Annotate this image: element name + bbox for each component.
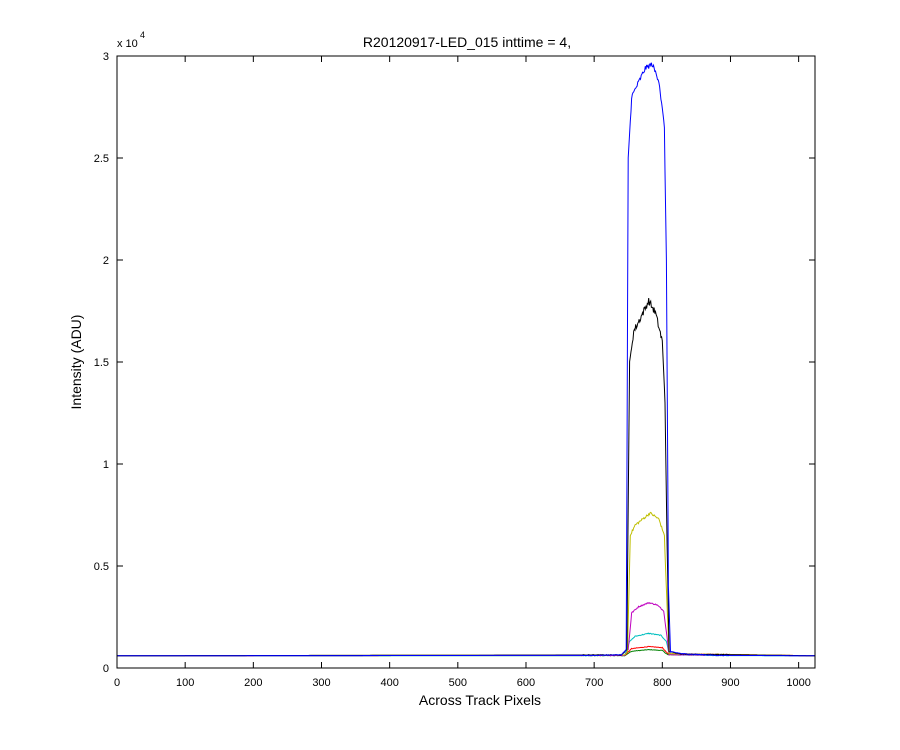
y-tick-label-2: 1 bbox=[103, 459, 109, 471]
y-axis-label: Intensity (ADU) bbox=[68, 315, 84, 410]
x-axis-label: Across Track Pixels bbox=[419, 692, 541, 708]
x-tick-label-0: 0 bbox=[114, 677, 120, 689]
y-tick-label-0: 0 bbox=[103, 663, 109, 675]
x-tick-label-3: 300 bbox=[312, 677, 330, 689]
x-tick-label-10: 1000 bbox=[786, 677, 810, 689]
x-tick-label-1: 100 bbox=[176, 677, 194, 689]
series-line-0 bbox=[117, 62, 815, 657]
y-tick-label-4: 2 bbox=[103, 255, 109, 267]
x-tick-label-2: 200 bbox=[244, 677, 262, 689]
x-tick-label-5: 500 bbox=[449, 677, 467, 689]
chart-title: R20120917-LED_015 inttime = 4, bbox=[363, 34, 571, 50]
x-tick-label-8: 800 bbox=[653, 677, 671, 689]
y-multiplier-label: x 10 bbox=[117, 38, 138, 50]
y-tick-label-6: 3 bbox=[103, 51, 109, 63]
x-tick-label-6: 600 bbox=[517, 677, 535, 689]
y-multiplier-exponent: 4 bbox=[140, 30, 145, 40]
y-tick-label-5: 2.5 bbox=[94, 153, 109, 165]
y-tick-label-3: 1.5 bbox=[94, 357, 109, 369]
x-tick-label-9: 900 bbox=[721, 677, 739, 689]
y-tick-label-1: 0.5 bbox=[94, 561, 109, 573]
x-tick-label-7: 700 bbox=[585, 677, 603, 689]
x-tick-label-4: 400 bbox=[380, 677, 398, 689]
plot-area: 0 100 200 300 400 500 600 700 800 900 1000 0 0.5 1 1.5… bbox=[94, 51, 816, 689]
